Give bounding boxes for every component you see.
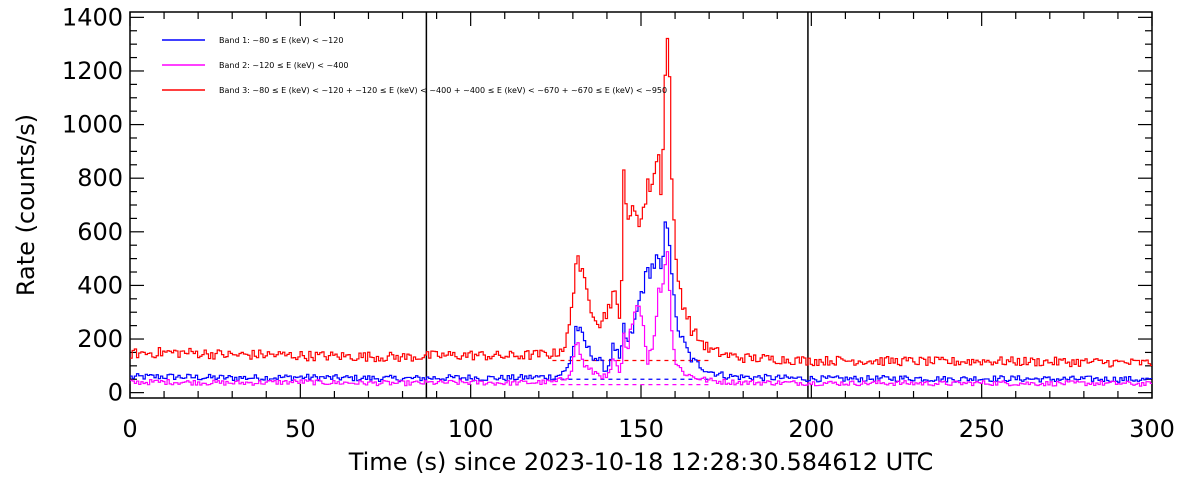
x-axis-title: Time (s) since 2023-10-18 12:28:30.58461…	[348, 448, 934, 476]
x-tick-label: 0	[122, 415, 137, 443]
legend: Band 1: ~80 ≤ E (keV) < ~120 Band 2: ~120…	[162, 36, 667, 95]
series-line-band-3	[130, 37, 1152, 368]
legend-label: Band 3: ~80 ≤ E (keV) < ~120 + ~120 ≤ E …	[219, 86, 667, 95]
y-tick-label: 800	[77, 164, 123, 192]
series-lines	[130, 37, 1152, 387]
y-tick-label: 0	[108, 379, 123, 407]
y-tick-label: 200	[77, 325, 123, 353]
background-levels	[552, 359, 710, 386]
series-line-band-1	[130, 221, 1152, 383]
x-tick-label: 100	[448, 415, 494, 443]
x-tick-label: 200	[788, 415, 834, 443]
x-axis-ticks: 0 50 100 150 200 250 300	[122, 12, 1175, 443]
legend-label: Band 1: ~80 ≤ E (keV) < ~120	[219, 36, 343, 45]
y-axis-title: Rate (counts/s)	[12, 114, 40, 296]
y-tick-label: 400	[77, 271, 123, 299]
x-tick-label: 50	[285, 415, 316, 443]
y-tick-label: 1000	[62, 111, 123, 139]
x-tick-label: 150	[618, 415, 664, 443]
legend-label: Band 2: ~120 ≤ E (keV) < ~400	[219, 61, 349, 70]
series-line-band-2	[130, 251, 1152, 387]
y-axis-ticks: 0 200 400 600 800 1000 1200 1400	[62, 3, 1152, 407]
x-tick-label: 250	[959, 415, 1005, 443]
interval-markers	[425, 12, 809, 398]
y-tick-label: 1400	[62, 3, 123, 31]
y-tick-label: 1200	[62, 57, 123, 85]
y-tick-label: 600	[77, 218, 123, 246]
x-tick-label: 300	[1129, 415, 1175, 443]
